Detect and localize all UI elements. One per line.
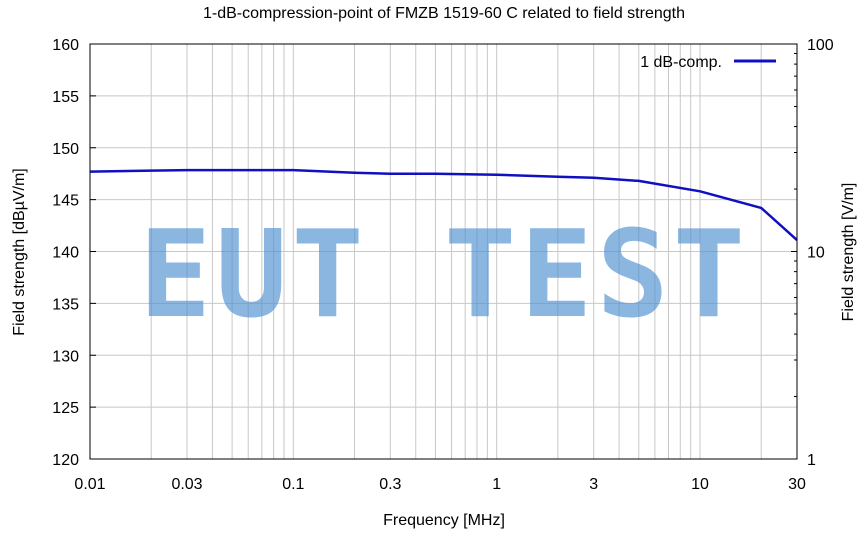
chart-title: 1-dB-compression-point of FMZB 1519-60 C… bbox=[203, 5, 685, 22]
x-axis-ticks: 0.01 0.03 0.1 0.3 1 3 10 30 bbox=[74, 476, 806, 493]
y2-axis-label: Field strength [V/m] bbox=[840, 183, 857, 322]
legend: 1 dB-comp. bbox=[640, 54, 776, 71]
x-tick-label: 0.01 bbox=[74, 476, 105, 493]
y-axis-label: Field strength [dBµV/m] bbox=[11, 168, 28, 336]
y-tick-label: 135 bbox=[52, 296, 79, 313]
y2-axis-ticks: 1 10 100 bbox=[791, 37, 834, 469]
x-axis-label: Frequency [MHz] bbox=[383, 512, 505, 529]
y-axis-ticks: 120 125 130 135 140 145 150 155 160 bbox=[52, 37, 96, 469]
x-tick-label: 30 bbox=[788, 476, 806, 493]
y2-tick-label: 10 bbox=[807, 245, 825, 262]
y-tick-label: 150 bbox=[52, 141, 79, 158]
y-tick-label: 140 bbox=[52, 245, 79, 262]
y-tick-label: 155 bbox=[52, 89, 79, 106]
legend-label: 1 dB-comp. bbox=[640, 54, 722, 71]
x-tick-label: 10 bbox=[691, 476, 709, 493]
x-tick-label: 3 bbox=[589, 476, 598, 493]
y-tick-label: 145 bbox=[52, 193, 79, 210]
series-layer bbox=[89, 168, 798, 242]
x-tick-label: 0.03 bbox=[171, 476, 202, 493]
x-tick-label: 0.3 bbox=[379, 476, 401, 493]
y-tick-label: 120 bbox=[52, 452, 79, 469]
watermark-text: EUT TEST bbox=[139, 206, 749, 345]
y2-tick-label: 1 bbox=[807, 452, 816, 469]
y2-tick-label: 100 bbox=[807, 37, 834, 54]
y-tick-label: 160 bbox=[52, 37, 79, 54]
y-tick-label: 125 bbox=[52, 400, 79, 417]
x-tick-label: 0.1 bbox=[282, 476, 304, 493]
series-line-0 bbox=[89, 168, 798, 242]
y-tick-label: 130 bbox=[52, 348, 79, 365]
x-tick-label: 1 bbox=[492, 476, 501, 493]
